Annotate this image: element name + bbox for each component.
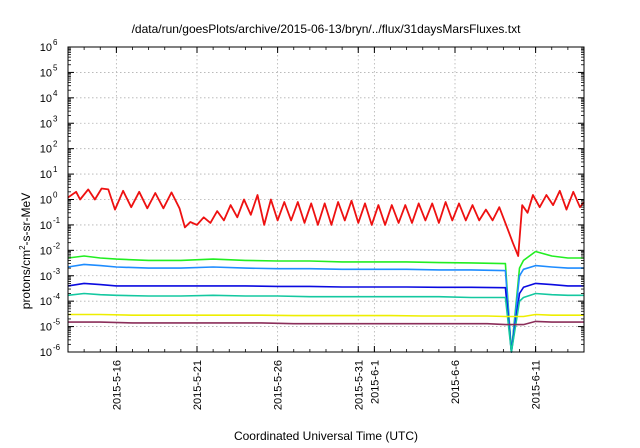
- y-tick-label: 105: [40, 63, 58, 79]
- y-tick-base: 10: [40, 67, 52, 79]
- series-line-3: [67, 263, 584, 353]
- series-line-4: [67, 282, 584, 353]
- y-tick-label: 10-6: [40, 343, 61, 359]
- x-tick-label: 2015-5-31: [353, 360, 365, 410]
- chart-title: /data/run/goesPlots/archive/2015-06-13/b…: [132, 22, 522, 36]
- y-tick-exp: 2: [53, 140, 58, 149]
- y-tick-labels: 10-610-510-410-310-210-11001011021031041…: [40, 38, 61, 359]
- y-tick-base: 10: [40, 42, 52, 54]
- y-tick-exp: -5: [53, 318, 61, 327]
- y-tick-label: 10-4: [40, 292, 61, 308]
- series-line-1: [67, 187, 585, 257]
- y-tick-label: 10-2: [40, 241, 61, 257]
- x-axis-label: Coordinated Universal Time (UTC): [234, 429, 418, 443]
- y-tick-label: 102: [40, 140, 58, 156]
- y-tick-exp: -1: [53, 216, 61, 225]
- y-tick-exp: 4: [53, 89, 58, 98]
- y-tick-base: 10: [40, 296, 52, 308]
- y-tick-base: 10: [40, 271, 52, 283]
- y-tick-base: 10: [40, 118, 52, 130]
- y-tick-exp: 0: [53, 191, 58, 200]
- x-tick-label: 2015-6-6: [450, 360, 462, 404]
- y-tick-base: 10: [40, 347, 52, 359]
- x-tick-labels: 2015-5-16 2015-5-21 2015-5-26 2015-5-31 2015…: [111, 360, 542, 410]
- y-tick-label: 104: [40, 89, 58, 105]
- y-tick-base: 10: [40, 169, 52, 181]
- y-tick-label: 101: [40, 165, 58, 181]
- y-tick-label: 106: [40, 38, 58, 54]
- y-tick-exp: 1: [53, 165, 58, 174]
- ticks: [67, 46, 585, 353]
- y-tick-exp: 3: [53, 114, 58, 123]
- y-tick-label: 10-5: [40, 318, 61, 334]
- series-line-2: [67, 250, 584, 353]
- y-axis-label-rest: -s-sr-MeV: [19, 193, 33, 246]
- y-tick-base: 10: [40, 245, 52, 257]
- x-tick-label: 2015-6-11: [531, 360, 543, 409]
- y-tick-base: 10: [40, 220, 52, 232]
- y-tick-exp: 6: [53, 38, 58, 47]
- series-line-5: [67, 292, 584, 353]
- y-tick-exp: -4: [53, 292, 61, 301]
- y-tick-label: 10-1: [40, 216, 61, 232]
- y-tick-base: 10: [40, 195, 52, 207]
- y-axis-label: protons/cm2-s-sr-MeV: [18, 193, 33, 309]
- y-axis-label-sup: 2: [18, 245, 27, 250]
- x-tick-label: 2015-5-21: [192, 360, 204, 410]
- series-line-7: [68, 320, 584, 326]
- series-line-6: [68, 313, 584, 318]
- y-tick-exp: 5: [53, 63, 58, 72]
- y-tick-exp: -3: [53, 267, 61, 276]
- y-tick-base: 10: [40, 322, 52, 334]
- y-tick-exp: -2: [53, 241, 61, 250]
- y-tick-base: 10: [40, 144, 52, 156]
- y-tick-label: 100: [40, 191, 58, 207]
- x-tick-label: 2015-5-16: [111, 360, 123, 410]
- x-tick-label: 2015-5-26: [273, 360, 285, 410]
- x-tick-label: 2015-6-1: [369, 360, 381, 404]
- series-layer: [67, 187, 585, 353]
- y-axis-label-base: protons/cm: [19, 250, 33, 309]
- y-tick-base: 10: [40, 93, 52, 105]
- y-tick-label: 103: [40, 114, 58, 130]
- y-tick-exp: -6: [53, 343, 61, 352]
- y-tick-label: 10-3: [40, 267, 61, 283]
